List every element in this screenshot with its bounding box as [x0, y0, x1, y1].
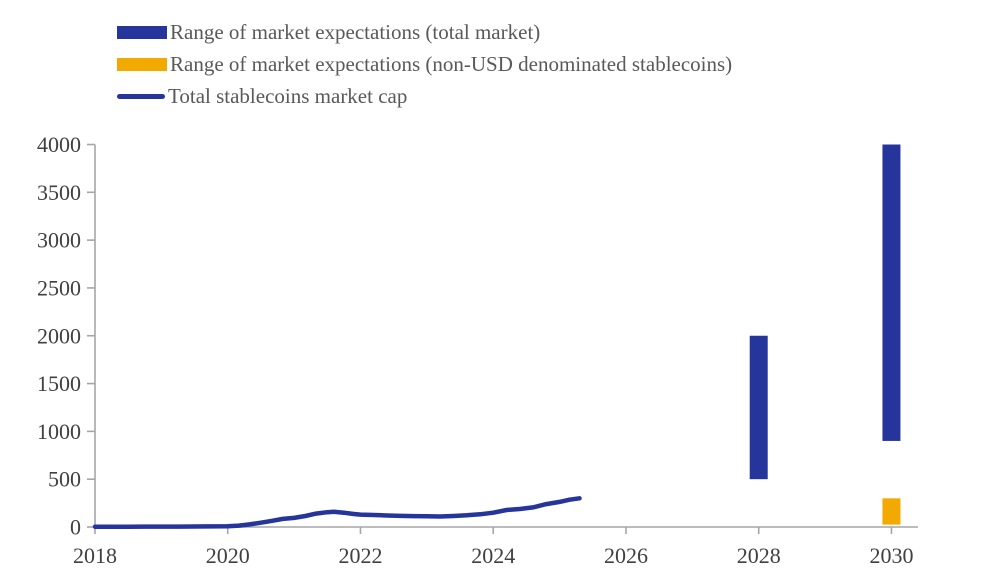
legend-label-total-market-range: Range of market expectations (total mark…: [170, 19, 541, 44]
legend-label-nonusd-range: Range of market expectations (non-USD de…: [170, 51, 733, 76]
chart-legend: Range of market expectations (total mark…: [117, 16, 732, 112]
x-tick-label: 2024: [471, 543, 515, 568]
x-tick-label: 2028: [737, 543, 781, 568]
market-cap-line: [92, 496, 582, 529]
range-bar: [882, 144, 901, 441]
range-bar: [749, 335, 768, 480]
y-tick-label: 4000: [37, 132, 81, 157]
range-bar: [882, 498, 901, 525]
legend-item-total-market-range: Range of market expectations (total mark…: [117, 16, 732, 48]
y-tick-label: 1000: [37, 419, 81, 444]
legend-item-nonusd-range: Range of market expectations (non-USD de…: [117, 48, 732, 80]
legend-swatch-blue-line-icon: [117, 93, 165, 99]
legend-swatch-orange-bar-icon: [117, 57, 167, 71]
x-tick-label: 2022: [338, 543, 382, 568]
x-tick-label: 2018: [73, 543, 117, 568]
x-tick-label: 2030: [869, 543, 913, 568]
x-tick-label: 2020: [206, 543, 250, 568]
y-tick-label: 2500: [37, 275, 81, 300]
legend-item-market-cap-line: Total stablecoins market cap: [117, 80, 732, 112]
legend-label-market-cap-line: Total stablecoins market cap: [168, 83, 408, 108]
y-tick-label: 3000: [37, 228, 81, 253]
y-tick-label: 1500: [37, 371, 81, 396]
y-tick-label: 0: [70, 515, 81, 540]
y-tick-label: 3500: [37, 180, 81, 205]
y-tick-label: 500: [48, 467, 81, 492]
legend-swatch-blue-bar-icon: [117, 25, 167, 39]
x-tick-label: 2026: [604, 543, 648, 568]
y-tick-label: 2000: [37, 323, 81, 348]
